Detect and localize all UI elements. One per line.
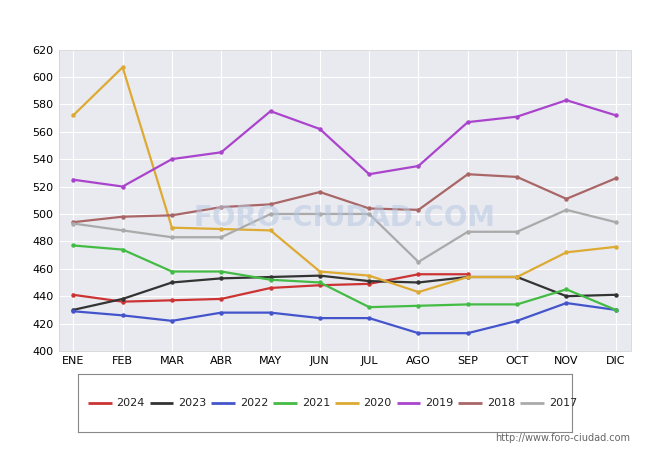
- Text: 2024: 2024: [116, 398, 145, 408]
- Text: 2021: 2021: [302, 398, 330, 408]
- Text: 2018: 2018: [487, 398, 515, 408]
- Text: http://www.foro-ciudad.com: http://www.foro-ciudad.com: [495, 433, 630, 443]
- Text: 2017: 2017: [549, 398, 577, 408]
- Text: 2020: 2020: [363, 398, 392, 408]
- Text: 2019: 2019: [425, 398, 454, 408]
- Text: 2022: 2022: [240, 398, 268, 408]
- Text: FORO-CIUDAD.COM: FORO-CIUDAD.COM: [194, 204, 495, 232]
- Text: Afiliados en Zurgena a 30/9/2024: Afiliados en Zurgena a 30/9/2024: [187, 11, 463, 29]
- Text: 2023: 2023: [178, 398, 207, 408]
